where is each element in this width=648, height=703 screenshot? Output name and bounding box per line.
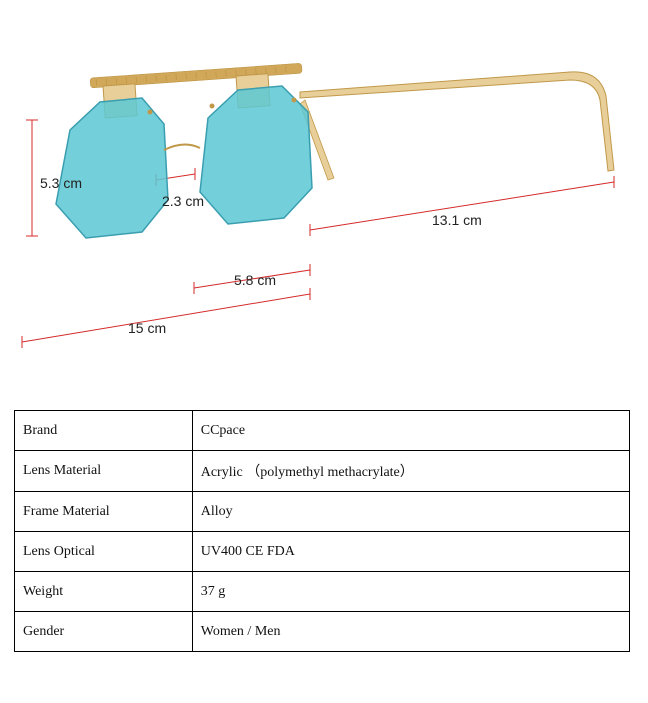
table-row: Brand CCpace xyxy=(15,411,630,451)
spec-value: Acrylic （polymethyl methacrylate） xyxy=(192,451,629,492)
table-row: Lens Optical UV400 CE FDA xyxy=(15,532,630,572)
dimension-diagram: 5.3 cm 2.3 cm 5.8 cm 15 cm 13.1 cm xyxy=(0,0,648,400)
spec-label: Weight xyxy=(15,572,193,612)
lens-width-label: 5.8 cm xyxy=(234,272,276,288)
table-row: Weight 37 g xyxy=(15,572,630,612)
spec-label: Lens Optical xyxy=(15,532,193,572)
spec-label: Gender xyxy=(15,612,193,652)
spec-value: Alloy xyxy=(192,492,629,532)
bridge-width-label: 2.3 cm xyxy=(162,193,204,209)
table-row: Frame Material Alloy xyxy=(15,492,630,532)
spec-label: Lens Material xyxy=(15,451,193,492)
sunglasses-illustration xyxy=(0,0,648,400)
table-row: Lens Material Acrylic （polymethyl methac… xyxy=(15,451,630,492)
temple-length-label: 13.1 cm xyxy=(432,212,482,228)
table-row: Gender Women / Men xyxy=(15,612,630,652)
spec-table: Brand CCpace Lens Material Acrylic （poly… xyxy=(14,410,630,652)
spec-value: UV400 CE FDA xyxy=(192,532,629,572)
spec-value: CCpace xyxy=(192,411,629,451)
spec-label: Brand xyxy=(15,411,193,451)
total-width-label: 15 cm xyxy=(128,320,166,336)
spec-value: Women / Men xyxy=(192,612,629,652)
lens-height-label: 5.3 cm xyxy=(40,175,82,191)
spec-label: Frame Material xyxy=(15,492,193,532)
spec-value: 37 g xyxy=(192,572,629,612)
